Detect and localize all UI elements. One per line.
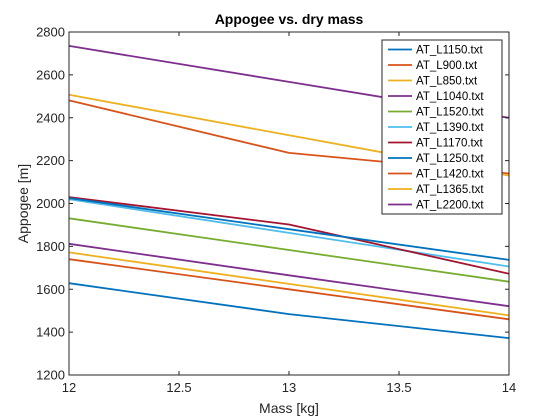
series-line-5 [68,198,510,268]
legend-entry-label: AT_L850.txt [416,76,478,88]
x-tick-label: 13.5 [386,380,411,395]
legend-entry-label: AT_L1040.txt [416,91,484,103]
y-tick-label: 1800 [36,239,65,254]
x-tick-label: 12 [62,380,76,395]
y-tick-label: 2400 [36,110,65,125]
y-axis-label: Appogee [m] [15,164,31,243]
series-line-0 [68,282,510,339]
legend-entry-label: AT_L1520.txt [416,107,484,119]
series-line-10 [68,242,510,308]
series-layer [68,45,510,339]
legend-entry-label: AT_L1390.txt [416,122,484,134]
y-tick-label: 1600 [36,282,65,297]
legend-entry-label: AT_L2200.txt [416,200,484,212]
x-tick-label: 13 [282,380,296,395]
y-tick-label: 1400 [36,325,65,340]
series-line-7 [68,197,510,261]
ticks-layer: 12 12.5 13 13.5 14 1200 1400 1600 1800 2000 2200 24… [36,25,516,396]
series-line-6 [68,196,510,275]
x-tick-label: 14 [502,380,516,395]
legend: AT_L1150.txt AT_L900.txt AT_L850.txt AT_L10… [381,39,503,215]
legend-entry-label: AT_L1150.txt [416,45,484,57]
legend-entry-label: AT_L1365.txt [416,184,484,196]
legend-entry-label: AT_L900.txt [416,60,478,72]
series-line-4 [68,217,510,283]
y-tick-label: 2600 [36,67,65,82]
y-tick-label: 1200 [36,368,65,383]
y-tick-label: 2000 [36,196,65,211]
y-tick-label: 2800 [36,25,65,40]
chart-title: Appogee vs. dry mass [215,11,364,27]
x-axis-label: Mass [kg] [259,400,319,416]
y-tick-label: 2200 [36,153,65,168]
series-line-8 [68,258,510,321]
x-tick-label: 12.5 [166,380,191,395]
series-line-9 [68,251,510,317]
legend-entry-label: AT_L1420.txt [416,169,484,181]
legend-entry-label: AT_L1170.txt [416,138,484,150]
legend-entry-label: AT_L1250.txt [416,153,484,165]
